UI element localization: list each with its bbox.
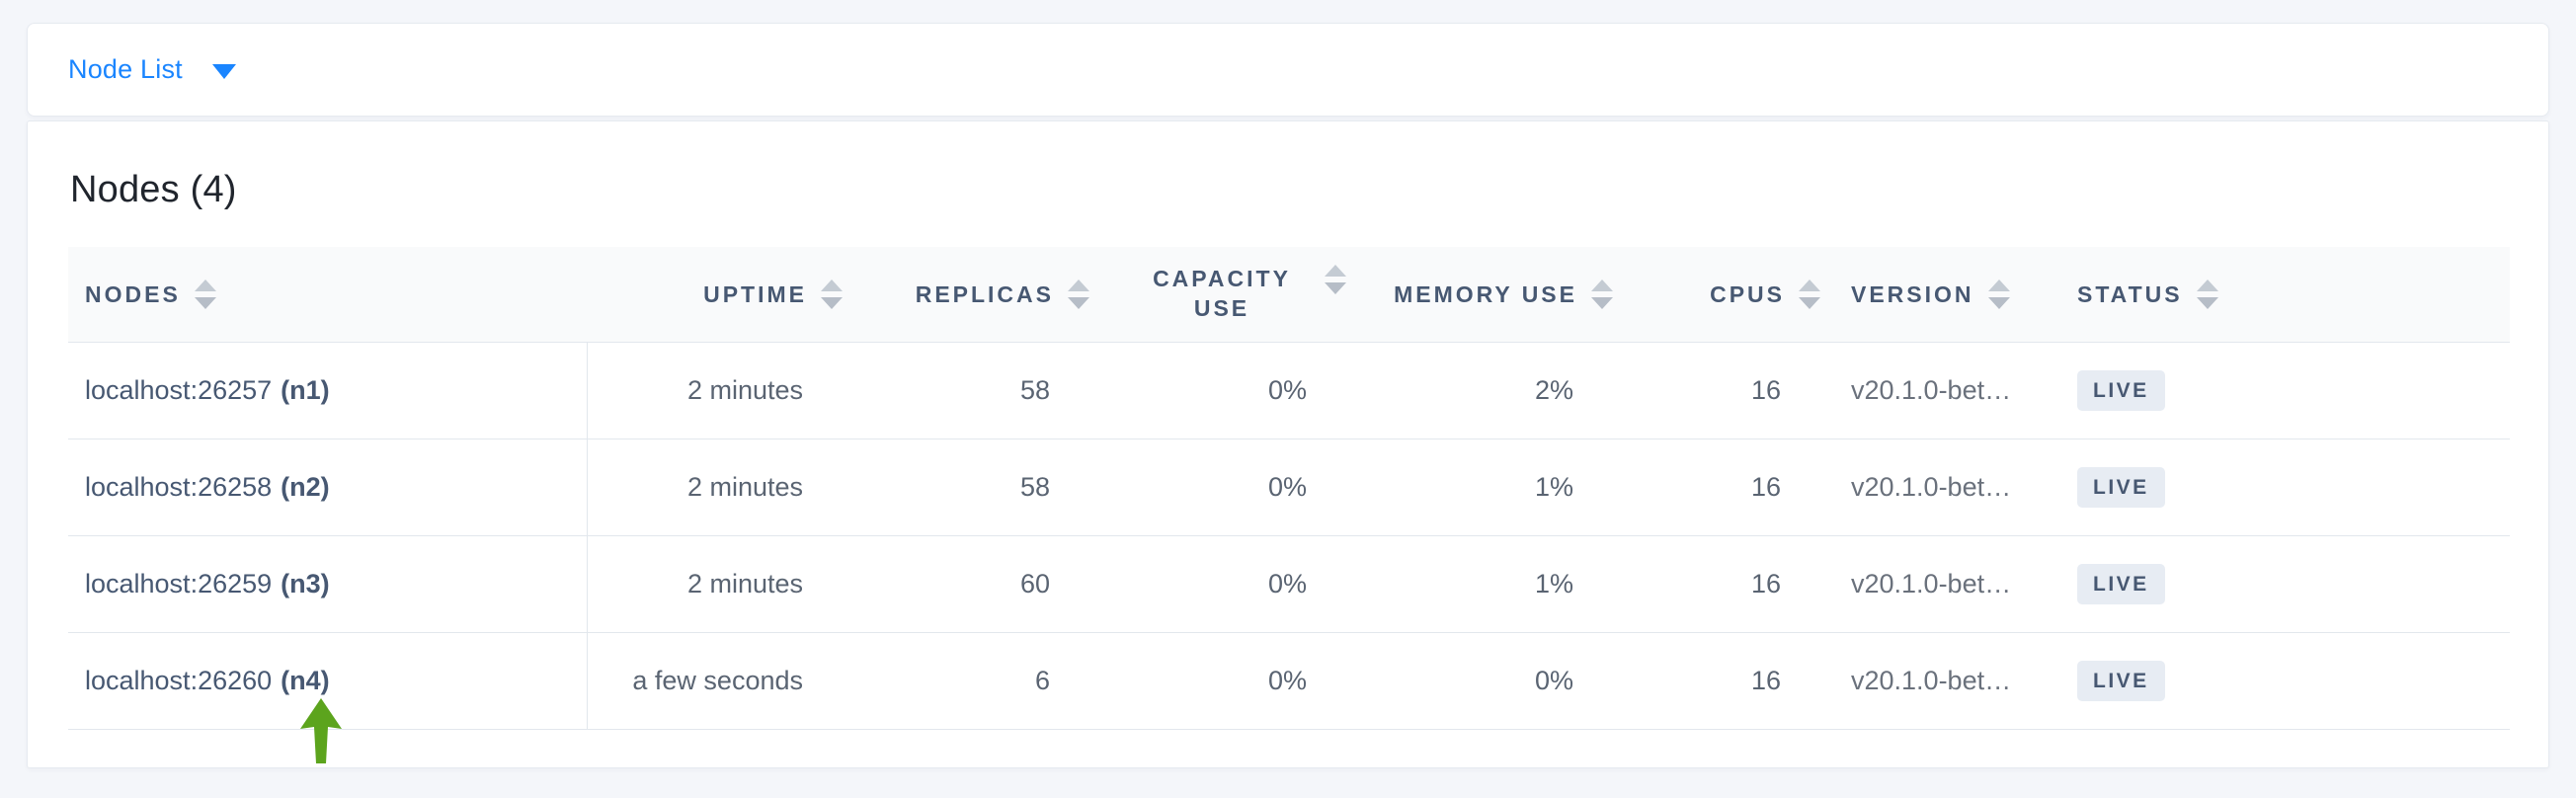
memory-use-cell: 1% (1534, 569, 1573, 598)
node-link[interactable]: localhost:26258 (n2) (68, 439, 588, 535)
capacity-use-cell: 0% (1267, 569, 1307, 598)
nodes-table: Nodes Uptime Replicas Capacity Use Memor… (68, 247, 2510, 730)
nodes-card: Nodes (4) Nodes Uptime Replicas Capacity… (27, 120, 2549, 768)
memory-use-cell: 2% (1534, 375, 1573, 405)
version-cell: v20.1.0-bet… (1851, 666, 2012, 695)
replicas-cell: 58 (1019, 472, 1050, 502)
status-badge: LIVE (2077, 467, 2165, 508)
node-address: localhost:26257 (85, 375, 273, 405)
sort-icon[interactable] (1323, 263, 1348, 296)
sort-icon[interactable] (193, 278, 218, 311)
memory-use-cell: 0% (1534, 666, 1573, 695)
status-cell: LIVE (2055, 439, 2510, 535)
capacity-use-cell: 0% (1267, 666, 1307, 695)
uptime-cell: 2 minutes (686, 569, 803, 598)
sort-icon[interactable] (2195, 278, 2220, 311)
memory-use-cell: 1% (1534, 472, 1573, 502)
node-id: (n4) (281, 666, 330, 695)
column-header-cpus[interactable]: CPUs (1621, 247, 1828, 342)
column-header-replicas[interactable]: Replicas (850, 247, 1097, 342)
cpus-cell: 16 (1750, 666, 1781, 695)
table-row: localhost:26260 (n4) a few seconds 6 0% … (68, 633, 2510, 730)
sort-icon[interactable] (1797, 278, 1822, 311)
cpus-cell: 16 (1750, 472, 1781, 502)
status-badge: LIVE (2077, 661, 2165, 701)
capacity-use-cell: 0% (1267, 375, 1307, 405)
column-label: Version (1851, 280, 1974, 307)
uptime-cell: a few seconds (632, 666, 803, 695)
column-label: Memory Use (1394, 280, 1577, 307)
replicas-cell: 6 (1034, 666, 1050, 695)
version-cell: v20.1.0-bet… (1851, 569, 2012, 598)
status-cell: LIVE (2055, 536, 2510, 632)
uptime-cell: 2 minutes (686, 472, 803, 502)
column-label: Capacity Use (1153, 266, 1291, 321)
view-selector-dropdown[interactable]: Node List (68, 54, 236, 85)
sort-icon[interactable] (1986, 278, 2012, 311)
column-header-nodes[interactable]: Nodes (68, 247, 588, 342)
caret-down-icon (211, 63, 236, 79)
column-label: Replicas (915, 280, 1054, 307)
sort-icon[interactable] (819, 278, 845, 311)
column-label: Status (2077, 280, 2183, 307)
column-header-status[interactable]: Status (2055, 247, 2510, 342)
replicas-cell: 58 (1019, 375, 1050, 405)
column-header-memory-use[interactable]: Memory Use (1354, 247, 1621, 342)
column-header-capacity-use[interactable]: Capacity Use (1097, 247, 1354, 342)
node-link[interactable]: localhost:26257 (n1) (68, 343, 588, 439)
node-address: localhost:26259 (85, 569, 273, 598)
node-id: (n1) (281, 375, 330, 405)
cpus-cell: 16 (1750, 375, 1781, 405)
status-badge: LIVE (2077, 564, 2165, 604)
view-selector-label: Node List (68, 54, 183, 84)
page-title: Nodes (4) (70, 169, 237, 210)
annotation-arrow-up-icon (300, 698, 342, 763)
node-address: localhost:26260 (85, 666, 273, 695)
capacity-use-cell: 0% (1267, 472, 1307, 502)
column-label: CPUs (1710, 280, 1785, 307)
table-row: localhost:26259 (n3) 2 minutes 60 0% 1% … (68, 536, 2510, 633)
column-label: Uptime (703, 280, 807, 307)
column-header-uptime[interactable]: Uptime (588, 247, 850, 342)
table-row: localhost:26258 (n2) 2 minutes 58 0% 1% … (68, 439, 2510, 536)
node-address: localhost:26258 (85, 472, 273, 502)
cpus-cell: 16 (1750, 569, 1781, 598)
version-cell: v20.1.0-bet… (1851, 472, 2012, 502)
table-row: localhost:26257 (n1) 2 minutes 58 0% 2% … (68, 343, 2510, 439)
table-header-row: Nodes Uptime Replicas Capacity Use Memor… (68, 247, 2510, 343)
node-id: (n2) (281, 472, 330, 502)
status-badge: LIVE (2077, 370, 2165, 411)
status-cell: LIVE (2055, 343, 2510, 439)
sort-icon[interactable] (1066, 278, 1091, 311)
status-cell: LIVE (2055, 633, 2510, 729)
node-id: (n3) (281, 569, 330, 598)
column-label: Nodes (85, 280, 181, 307)
column-header-version[interactable]: Version (1828, 247, 2055, 342)
view-selector-bar: Node List (27, 23, 2549, 117)
node-link[interactable]: localhost:26260 (n4) (68, 633, 588, 729)
replicas-cell: 60 (1019, 569, 1050, 598)
sort-icon[interactable] (1589, 278, 1615, 311)
uptime-cell: 2 minutes (686, 375, 803, 405)
node-link[interactable]: localhost:26259 (n3) (68, 536, 588, 632)
version-cell: v20.1.0-bet… (1851, 375, 2012, 405)
